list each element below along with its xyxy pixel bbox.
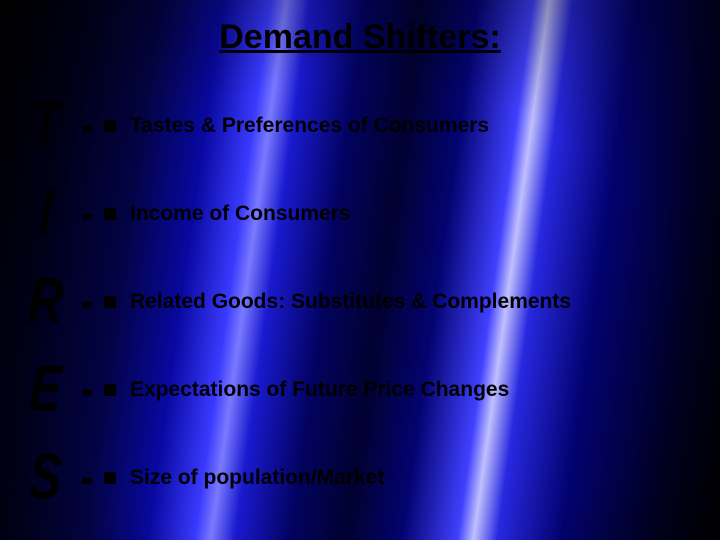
dash-separator: - — [70, 274, 104, 330]
acronym-letter: R — [18, 270, 71, 335]
list-item: R - Related Goods: Substitutes & Complem… — [20, 258, 700, 346]
list-item: T - Tastes & Preferences of Consumers — [20, 82, 700, 170]
slide-content: T - Tastes & Preferences of Consumers I … — [20, 82, 700, 522]
bullet-icon — [104, 296, 116, 308]
acronym-letter: T — [18, 94, 71, 159]
item-description: Related Goods: Substitutes & Complements — [130, 290, 571, 313]
dash-separator: - — [70, 362, 104, 418]
dash-separator: - — [70, 98, 104, 154]
item-description: Tastes & Preferences of Consumers — [130, 114, 489, 137]
slide: Demand Shifters: T - Tastes & Preference… — [0, 0, 720, 540]
bullet-icon — [104, 120, 116, 132]
acronym-letter: E — [18, 358, 71, 423]
acronym-letter: S — [18, 446, 71, 511]
list-item: I - Income of Consumers — [20, 170, 700, 258]
bullet-icon — [104, 384, 116, 396]
item-description: Income of Consumers — [130, 202, 351, 225]
slide-title: Demand Shifters: — [0, 18, 720, 57]
list-item: S - Size of population/Market — [20, 434, 700, 522]
item-description: Size of population/Market — [130, 466, 384, 489]
bullet-icon — [104, 472, 116, 484]
list-item: E - Expectations of Future Price Changes — [20, 346, 700, 434]
bullet-icon — [104, 208, 116, 220]
dash-separator: - — [70, 186, 104, 242]
acronym-letter: I — [18, 182, 71, 247]
item-description: Expectations of Future Price Changes — [130, 378, 509, 401]
dash-separator: - — [70, 450, 104, 506]
